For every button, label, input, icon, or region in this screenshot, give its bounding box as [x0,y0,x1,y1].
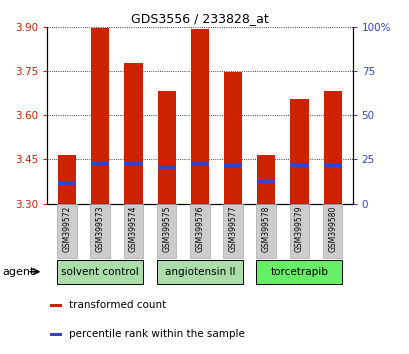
Text: GSM399580: GSM399580 [327,205,336,252]
Bar [50,304,62,307]
Bar [256,260,342,284]
Text: GSM399573: GSM399573 [96,205,105,252]
Text: GSM399572: GSM399572 [63,205,72,252]
Text: GSM399574: GSM399574 [129,205,138,252]
Bar [124,63,142,204]
Bar [50,332,62,336]
Bar [289,204,308,258]
Text: angiotensin II: angiotensin II [164,267,234,277]
Bar [124,204,143,258]
Text: GSM399575: GSM399575 [162,205,171,252]
Bar [322,204,342,258]
Bar [157,91,175,204]
Bar [157,204,176,258]
Bar [58,181,76,185]
Text: GSM399578: GSM399578 [261,205,270,252]
Bar [91,28,109,204]
Text: transformed count: transformed count [69,300,166,310]
Bar [256,155,275,204]
Bar [256,179,275,183]
Bar [323,91,341,204]
Bar [157,260,242,284]
Bar [190,204,209,258]
Bar [90,204,110,258]
Text: solvent control: solvent control [61,267,139,277]
Title: GDS3556 / 233828_at: GDS3556 / 233828_at [131,12,268,25]
Bar [290,99,308,204]
Bar [91,162,109,166]
Bar [223,204,242,258]
Bar [223,163,242,167]
Bar [157,165,175,169]
Text: GSM399579: GSM399579 [294,205,303,252]
Text: agent: agent [2,267,35,277]
Bar [58,155,76,204]
Text: GSM399576: GSM399576 [195,205,204,252]
Bar [323,163,341,167]
Text: GSM399577: GSM399577 [228,205,237,252]
Bar [57,260,143,284]
Bar [190,162,209,166]
Bar [57,204,76,258]
Bar [223,72,242,204]
Bar [124,162,142,166]
Bar [256,204,275,258]
Text: percentile rank within the sample: percentile rank within the sample [69,329,245,339]
Text: torcetrapib: torcetrapib [270,267,328,277]
Bar [290,163,308,167]
Bar [190,29,209,204]
